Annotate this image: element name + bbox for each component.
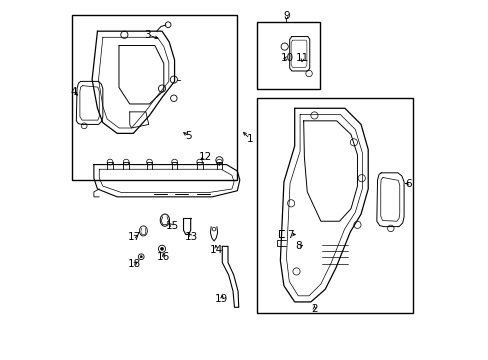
Bar	[257, 22, 319, 89]
Text: 6: 6	[405, 179, 411, 189]
Text: 15: 15	[165, 221, 178, 231]
Text: 8: 8	[294, 241, 301, 251]
Text: 16: 16	[157, 252, 170, 262]
Text: 11: 11	[295, 53, 308, 63]
Text: 14: 14	[209, 245, 223, 255]
Text: 7: 7	[286, 230, 293, 239]
Text: 1: 1	[246, 134, 253, 144]
Bar	[257, 98, 412, 313]
Text: 18: 18	[127, 259, 141, 269]
Circle shape	[160, 247, 163, 250]
Text: 10: 10	[280, 53, 293, 63]
Text: 12: 12	[198, 152, 211, 162]
Text: 19: 19	[215, 294, 228, 304]
Text: 13: 13	[184, 232, 198, 242]
Text: 5: 5	[185, 131, 192, 141]
Bar	[72, 15, 237, 180]
Text: 9: 9	[283, 11, 289, 21]
Text: 4: 4	[71, 87, 77, 97]
Text: 17: 17	[127, 232, 141, 242]
Text: 2: 2	[310, 304, 317, 314]
Circle shape	[140, 256, 142, 258]
Text: 3: 3	[144, 30, 151, 40]
